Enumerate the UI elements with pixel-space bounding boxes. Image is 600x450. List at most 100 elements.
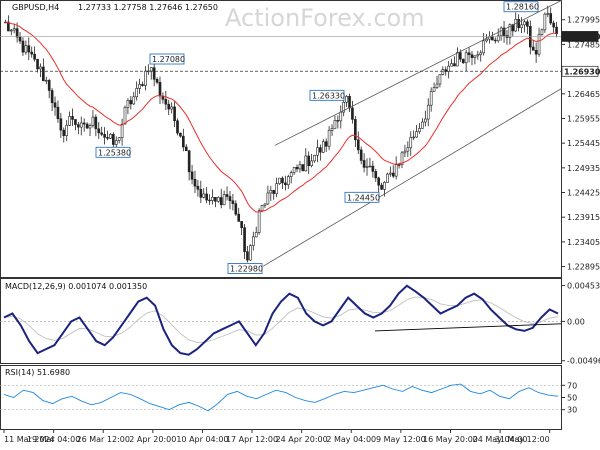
candle-body — [403, 150, 407, 154]
price-tick-label: 1.25955 — [567, 114, 600, 123]
candle-body — [170, 106, 173, 110]
time-tick-label: 17 Apr 12:00 — [226, 435, 278, 444]
candle-body — [289, 172, 293, 177]
candle-body — [129, 100, 133, 105]
candle-body — [222, 194, 226, 206]
time-tick-label: 2 May 04:00 — [326, 435, 376, 444]
candle-body — [543, 13, 547, 31]
channel-lower-line — [262, 87, 563, 267]
candle-body — [356, 139, 360, 151]
time-tick-label: 31 May 12:00 — [495, 435, 550, 444]
candle-body — [27, 45, 31, 53]
candle-body — [179, 132, 182, 137]
price-tick-label: 1.22895 — [567, 263, 600, 272]
time-tick-label: 24 Apr 20:00 — [276, 435, 328, 444]
candle-body — [461, 58, 465, 64]
candle-body — [44, 80, 48, 82]
candle-body — [412, 136, 415, 139]
candle-body — [447, 65, 450, 72]
candle-body — [540, 29, 544, 35]
candle-body — [383, 182, 386, 190]
candle-body — [33, 53, 36, 60]
candle-body — [499, 27, 503, 37]
price-tag-box — [561, 65, 599, 77]
candle-body — [173, 106, 176, 122]
candle-body — [377, 177, 380, 186]
candle-body — [415, 131, 418, 138]
price-header-symbol: GBPUSD,H4 — [12, 3, 59, 12]
candle-body — [453, 63, 456, 67]
candle-body — [371, 165, 375, 172]
candle-body — [266, 192, 270, 205]
candle-body — [284, 182, 287, 185]
candle-body — [336, 120, 340, 122]
candle-body — [199, 189, 203, 198]
level-annotation-box — [309, 89, 345, 101]
candle-body — [36, 58, 39, 70]
price-tick-label: 1.27995 — [567, 16, 600, 25]
macd-signal-line — [3, 296, 559, 344]
level-annotation-label: 1.28160 — [506, 3, 539, 12]
candle-body — [138, 84, 141, 89]
candle-body — [537, 34, 541, 55]
price-tag-box — [561, 31, 599, 42]
candle-body — [380, 184, 383, 190]
candle-body — [406, 147, 410, 152]
candle-body — [77, 124, 80, 128]
level-annotation-label: 1.25380 — [98, 148, 131, 157]
candle-body — [68, 116, 71, 126]
candle-body — [211, 196, 214, 201]
candle-body — [219, 197, 223, 206]
price-panel-frame — [0, 0, 562, 278]
macd-tick-label: 0.004533 — [567, 282, 600, 291]
candle-body — [114, 140, 118, 145]
rsi-axis: 70 50 30 — [0, 381, 577, 415]
candle-body — [473, 55, 477, 58]
level-annotation-label: 1.27080 — [152, 55, 185, 64]
candle-body — [307, 155, 311, 167]
candle-body — [493, 39, 497, 42]
price-tick-label: 1.23405 — [567, 238, 600, 247]
candle-body — [187, 150, 191, 173]
candle-body — [281, 177, 284, 184]
candle-body — [517, 18, 520, 29]
candle-body — [144, 70, 147, 86]
candle-body — [450, 63, 453, 67]
price-panel: 1.27995 1.27485 1.26465 1.25955 1.25445 1.249… — [0, 0, 600, 278]
rsi-plot — [3, 383, 559, 412]
candle-body — [71, 116, 74, 120]
candle-body — [263, 203, 267, 206]
candle-body — [316, 147, 319, 156]
candle-body — [208, 199, 211, 202]
macd-line — [3, 284, 559, 356]
candle-body — [269, 190, 273, 194]
price-tag-label: 1.26930 — [564, 67, 600, 76]
candle-body — [359, 149, 363, 161]
candle-body — [479, 52, 483, 56]
candle-body — [459, 52, 462, 60]
rsi-tick-label: 70 — [567, 381, 577, 390]
candle-body — [254, 232, 258, 238]
candle-body — [424, 118, 427, 123]
candle-body — [12, 28, 16, 31]
candle-body — [339, 111, 343, 122]
candle-body — [228, 196, 232, 202]
candle-body — [59, 118, 63, 131]
candle-body — [100, 132, 103, 135]
candle-body — [117, 137, 121, 141]
candle-body — [438, 74, 442, 85]
candle-body — [82, 122, 86, 125]
candle-body — [546, 13, 550, 15]
candle-body — [397, 164, 401, 166]
candle-body — [164, 99, 168, 105]
candle-body — [7, 21, 10, 32]
candle-body — [330, 128, 334, 131]
candle-body — [24, 45, 28, 53]
candle-body — [298, 164, 302, 170]
price-tag-label: 1.27650 — [564, 32, 600, 41]
candle-body — [202, 193, 206, 198]
candle-body — [214, 196, 217, 202]
macd-axis: 0.004533 0.00 -0.004967 — [561, 282, 600, 366]
candle-body — [123, 106, 127, 125]
candle-body — [132, 96, 136, 105]
